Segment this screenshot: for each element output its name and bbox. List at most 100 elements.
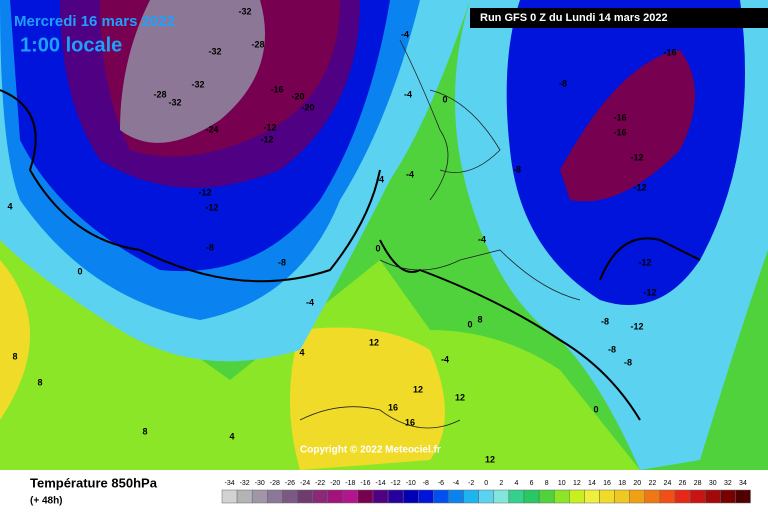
contour-label: -12 [633,182,646,192]
legend-swatch [221,489,238,504]
legend-swatch [659,489,676,504]
legend-swatch [493,489,510,504]
run-box [470,8,768,28]
legend-label: -2 [468,480,474,487]
legend-swatch [418,489,434,504]
legend-swatch [282,489,298,504]
contour-label: -16 [270,84,283,94]
contour-label: -8 [624,357,632,367]
legend-swatch [614,489,630,504]
legend-swatch [508,489,525,504]
legend-label: -4 [453,480,459,487]
legend-swatch [357,489,374,504]
legend-label: 14 [588,480,596,487]
arctic-core [120,0,265,143]
legend-swatch [538,489,555,504]
coastlines [299,39,581,429]
legend-label: -24 [300,480,310,487]
contour-label: 8 [142,426,147,436]
local-time: 1:00 locale [20,34,122,56]
contour-label: -16 [663,47,676,57]
contour-lines [0,89,701,421]
contour-label: 0 [467,319,472,329]
contour-label: -12 [630,152,643,162]
contour-label: 4 [299,347,304,357]
legend-label: -20 [330,480,340,487]
legend-label: -28 [270,480,280,487]
legend-label: -26 [285,480,295,487]
contour-label: -4 [404,89,412,99]
legend-swatch [448,489,464,504]
parameter: Température 850hPa [30,475,158,490]
legend-label: 24 [664,480,672,487]
contour-label: -12 [263,122,276,132]
contour-label: -4 [376,174,384,184]
legend-swatch [463,489,479,504]
legend-swatch [372,489,389,504]
legend-swatch [644,489,661,504]
contour-label: -4 [306,297,314,307]
legend-swatch [327,489,344,504]
legend-label: 4 [514,480,518,487]
legend-label: 18 [618,480,626,487]
legend-label: -22 [315,480,325,487]
contour-label: -12 [630,321,643,331]
contour-label: 16 [388,402,398,412]
contour-label: -16 [613,112,626,122]
contour-label: -8 [278,257,286,267]
legend-label: 30 [709,480,717,487]
contour-label: -8 [601,316,609,326]
run-info: Run GFS 0 Z du Lundi 14 mars 2022 [480,12,668,24]
contour-label: -8 [206,242,214,252]
legend-swatch [674,489,691,504]
contour-label: -4 [478,234,486,244]
contour-label: -32 [168,97,181,107]
contour-label: -24 [205,124,218,134]
legend-swatch [523,489,540,504]
legend-swatch [433,489,449,504]
contour-label: -32 [238,6,251,16]
legend-label: -18 [345,480,355,487]
legend-label: 8 [545,480,549,487]
legend-label: 22 [648,480,656,487]
contour-label: -4 [401,29,409,39]
legend-swatch [236,489,253,504]
contour-label: 8 [37,377,42,387]
contour-label: -32 [208,46,221,56]
contour-label: 12 [455,392,465,402]
legend-label: 28 [694,480,702,487]
contour-label: -28 [251,39,264,49]
legend-label: -34 [224,480,234,487]
legend-label: 26 [679,480,687,487]
contour-label: -8 [559,78,567,88]
copyright: Copyright © 2022 Meteociel.fr [300,445,441,456]
contour-label: 0 [593,404,598,414]
contour-label: 8 [12,351,17,361]
contour-label: -20 [291,91,304,101]
contour-label: 4 [7,201,12,211]
legend-swatch [387,489,404,504]
legend-label: -6 [438,480,444,487]
contour-label: -16 [613,127,626,137]
legend-label: 32 [724,480,732,487]
legend-swatch [735,489,751,504]
east-frigid-core [560,50,695,202]
legend-label: -32 [240,480,250,487]
legend-swatch [297,489,313,504]
legend-label: 0 [484,480,488,487]
legend-label: -8 [423,480,429,487]
contour-label: 16 [405,417,415,427]
contour-label: -8 [608,344,616,354]
contour-label: -12 [198,187,211,197]
legend-swatch [720,489,736,504]
legend-label: 34 [739,480,747,487]
legend-swatch [629,489,646,504]
legend-swatch [553,489,570,504]
legend-label: -14 [375,480,385,487]
legend-swatch [342,489,359,504]
contour-label: -12 [638,257,651,267]
legend-swatch [599,489,615,504]
contour-label: 12 [369,337,379,347]
